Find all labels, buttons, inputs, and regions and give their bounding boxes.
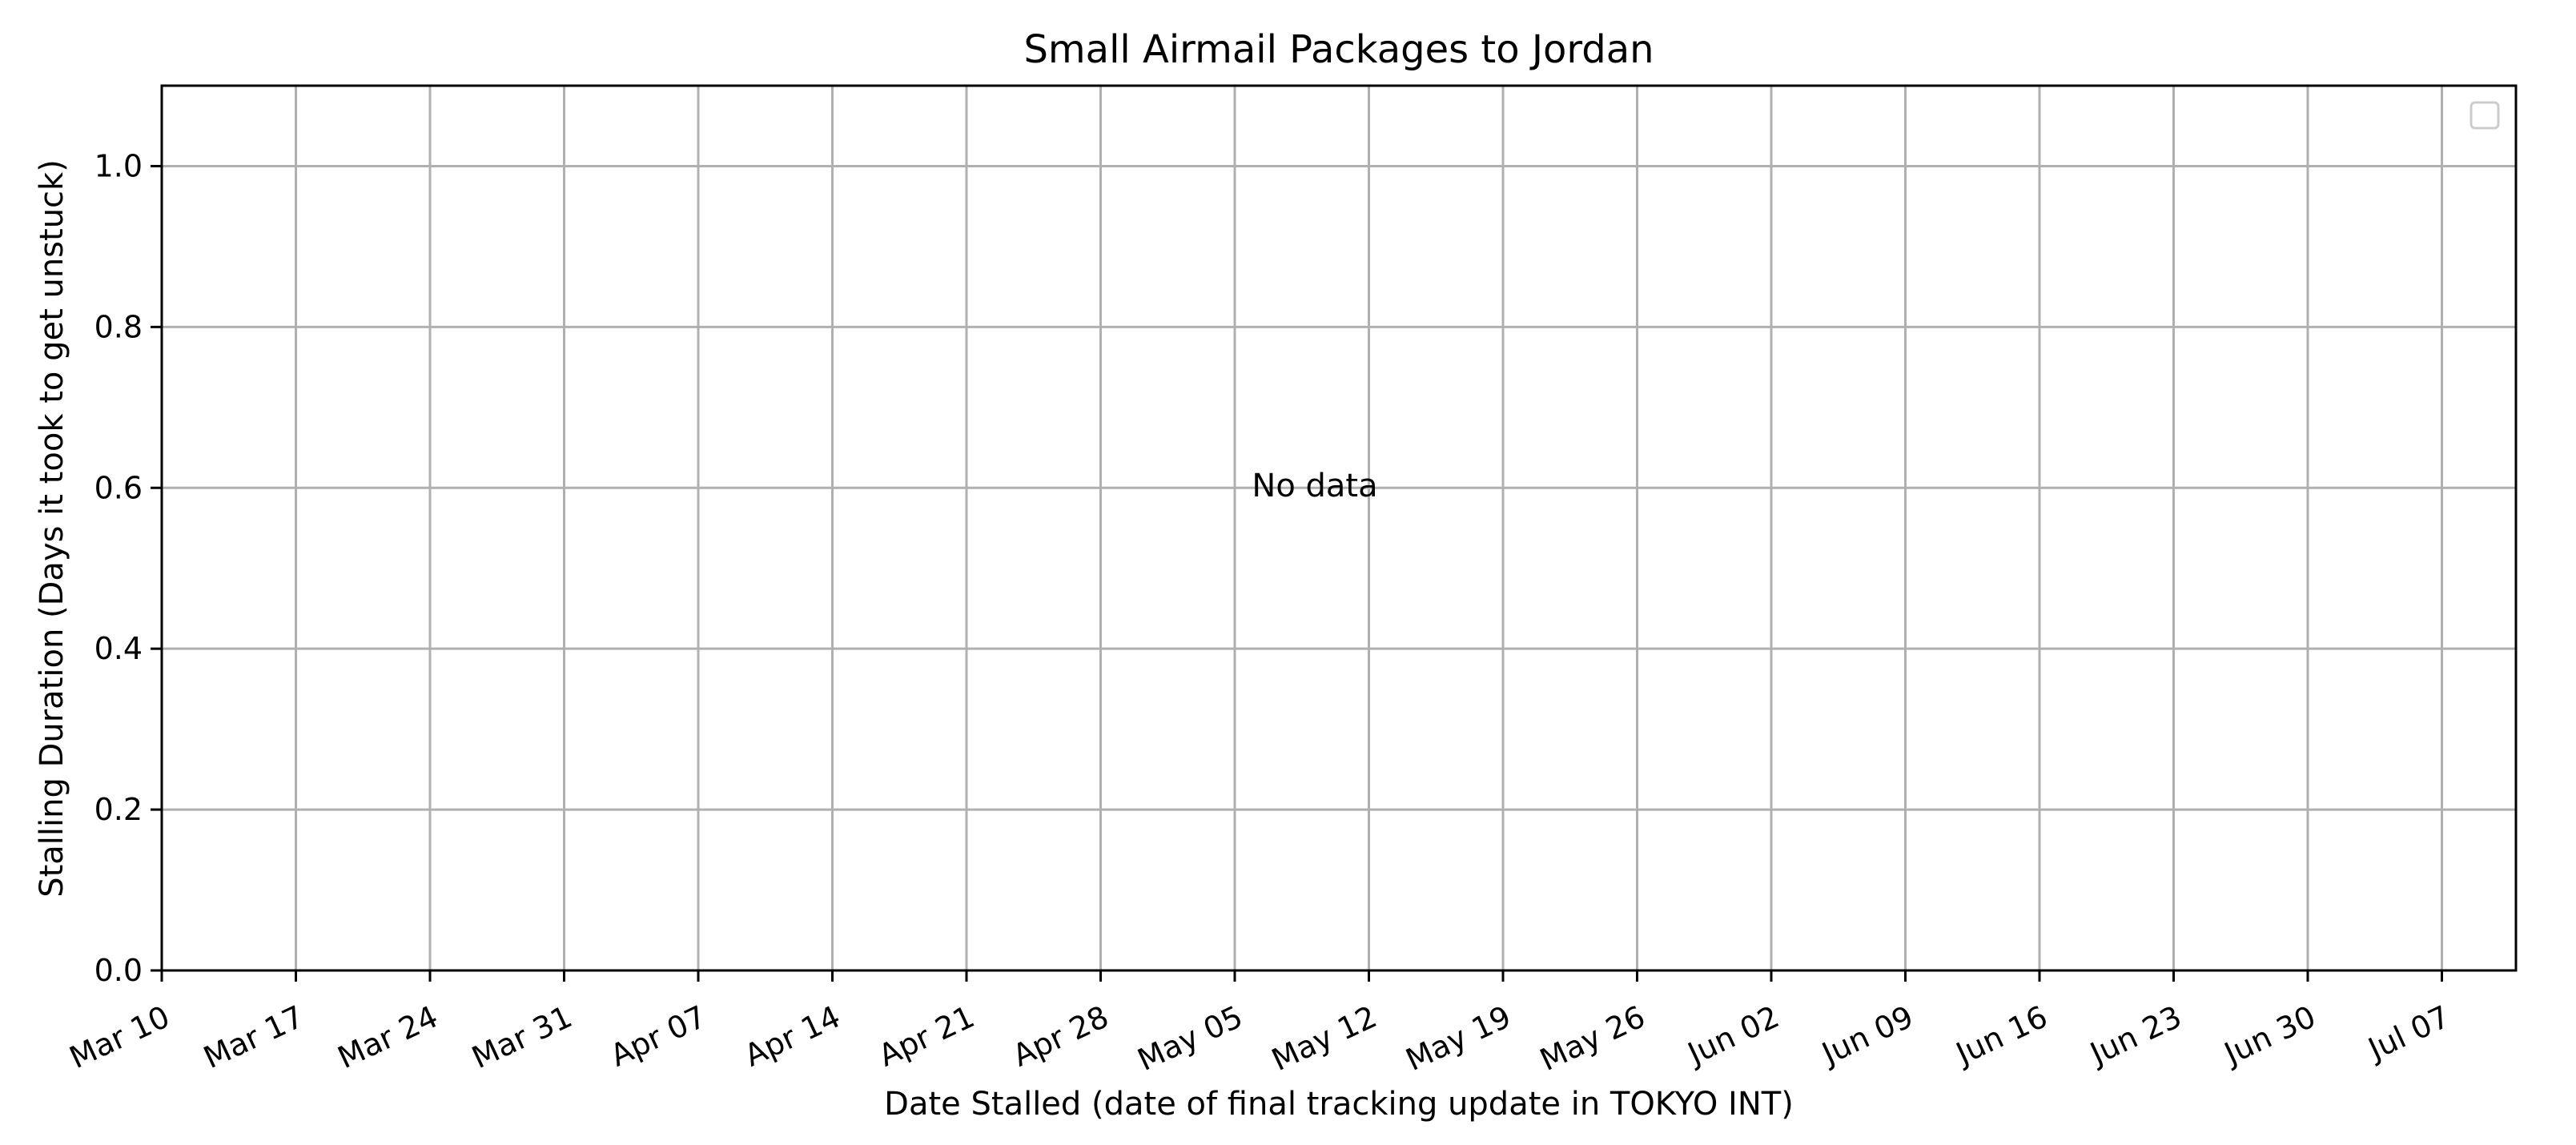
y-tick-label: 0.8 <box>94 309 143 344</box>
grid-lines <box>160 86 2516 970</box>
y-tick-label: 0.4 <box>94 631 143 666</box>
y-axis-label: Stalling Duration (Days it took to get u… <box>34 159 70 898</box>
no-data-annotation: No data <box>1252 468 1377 504</box>
y-axis-ticks: 0.0 0.2 0.4 0.6 0.8 1.0 <box>94 148 162 988</box>
x-axis-label: Date Stalled (date of final tracking upd… <box>884 1086 1794 1123</box>
y-tick-label: 0.2 <box>94 792 143 827</box>
plot-area-frame <box>160 84 2518 972</box>
chart-title: Small Airmail Packages to Jordan <box>1023 27 1654 72</box>
y-tick-label: 0.6 <box>94 470 143 505</box>
y-tick-label: 1.0 <box>94 148 143 183</box>
y-tick-label: 0.0 <box>94 953 143 988</box>
legend-box <box>2470 101 2500 130</box>
